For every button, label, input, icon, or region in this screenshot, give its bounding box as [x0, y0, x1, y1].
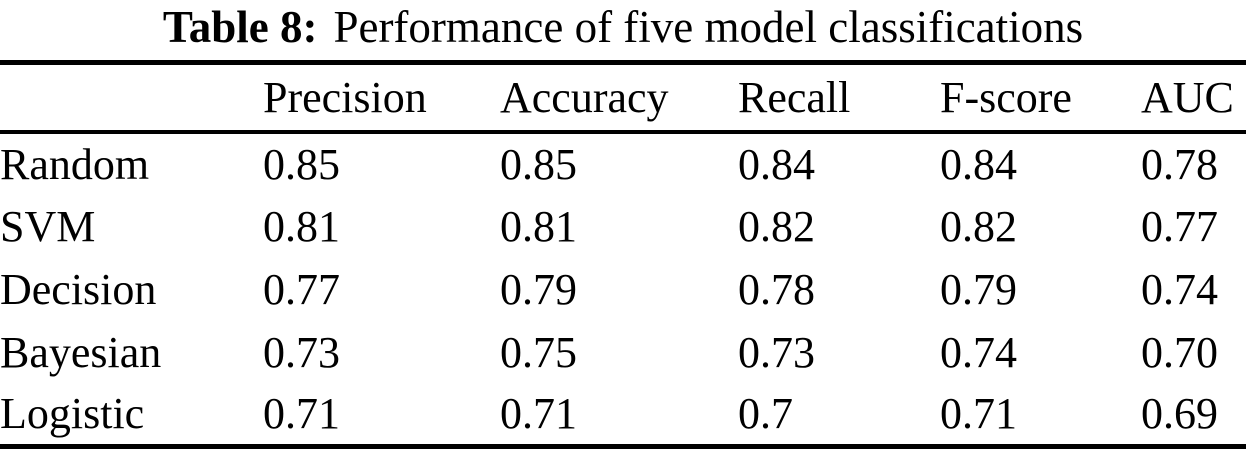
cell-recall: 0.7 — [738, 389, 793, 439]
cell-accuracy: 0.81 — [500, 201, 577, 251]
cell-accuracy: 0.75 — [500, 327, 577, 377]
table-row-decision: Decision 0.77 0.79 0.78 0.79 0.74 — [0, 258, 1246, 321]
cell-auc: 0.78 — [1141, 139, 1218, 189]
cell-precision: 0.85 — [263, 139, 340, 189]
header-row: Precision Accuracy Recall F-score AUC — [0, 63, 1246, 132]
cell-recall: 0.78 — [738, 264, 815, 314]
column-header-fscore: F-score — [940, 72, 1072, 122]
cell-auc: 0.77 — [1141, 201, 1218, 251]
cell-auc: 0.69 — [1141, 389, 1218, 439]
table-caption-label: Table 8: — [162, 2, 318, 52]
cell-recall: 0.73 — [738, 327, 815, 377]
cell-accuracy: 0.79 — [500, 264, 577, 314]
cell-precision: 0.73 — [263, 327, 340, 377]
cell-accuracy: 0.71 — [500, 389, 577, 439]
table-row-svm: SVM 0.81 0.81 0.82 0.82 0.77 — [0, 195, 1246, 258]
cell-auc: 0.70 — [1141, 327, 1218, 377]
cell-precision: 0.71 — [263, 389, 340, 439]
table-row-random: Random 0.85 0.85 0.84 0.84 0.78 — [0, 132, 1246, 195]
row-label: Decision — [0, 264, 157, 314]
cell-accuracy: 0.85 — [500, 139, 577, 189]
cell-auc: 0.74 — [1141, 264, 1218, 314]
cell-precision: 0.77 — [263, 264, 340, 314]
cell-fscore: 0.79 — [940, 264, 1017, 314]
cell-fscore: 0.71 — [940, 389, 1017, 439]
table-row-bayesian: Bayesian 0.73 0.75 0.73 0.74 0.70 — [0, 321, 1246, 384]
cell-fscore: 0.82 — [940, 201, 1017, 251]
performance-table: Precision Accuracy Recall F-score AUC Ra… — [0, 60, 1246, 449]
table-header: Precision Accuracy Recall F-score AUC — [0, 63, 1246, 132]
table-caption: Table 8: Performance of five model classi… — [0, 0, 1246, 60]
table-caption-text: Performance of five model classification… — [333, 2, 1084, 52]
column-header-accuracy: Accuracy — [500, 72, 669, 122]
row-label: Logistic — [0, 389, 145, 439]
cell-fscore: 0.84 — [940, 139, 1017, 189]
column-header-auc: AUC — [1141, 72, 1234, 122]
column-header-recall: Recall — [738, 72, 851, 122]
row-label: Bayesian — [0, 327, 162, 377]
column-header-empty — [0, 63, 263, 132]
row-label: SVM — [0, 201, 96, 251]
table-body: Random 0.85 0.85 0.84 0.84 0.78 SVM 0.81… — [0, 132, 1246, 447]
row-label: Random — [0, 139, 150, 189]
table-row-logistic: Logistic 0.71 0.71 0.7 0.71 0.69 — [0, 384, 1246, 447]
cell-recall: 0.84 — [738, 139, 815, 189]
cell-precision: 0.81 — [263, 201, 340, 251]
column-header-precision: Precision — [263, 72, 427, 122]
cell-recall: 0.82 — [738, 201, 815, 251]
cell-fscore: 0.74 — [940, 327, 1017, 377]
